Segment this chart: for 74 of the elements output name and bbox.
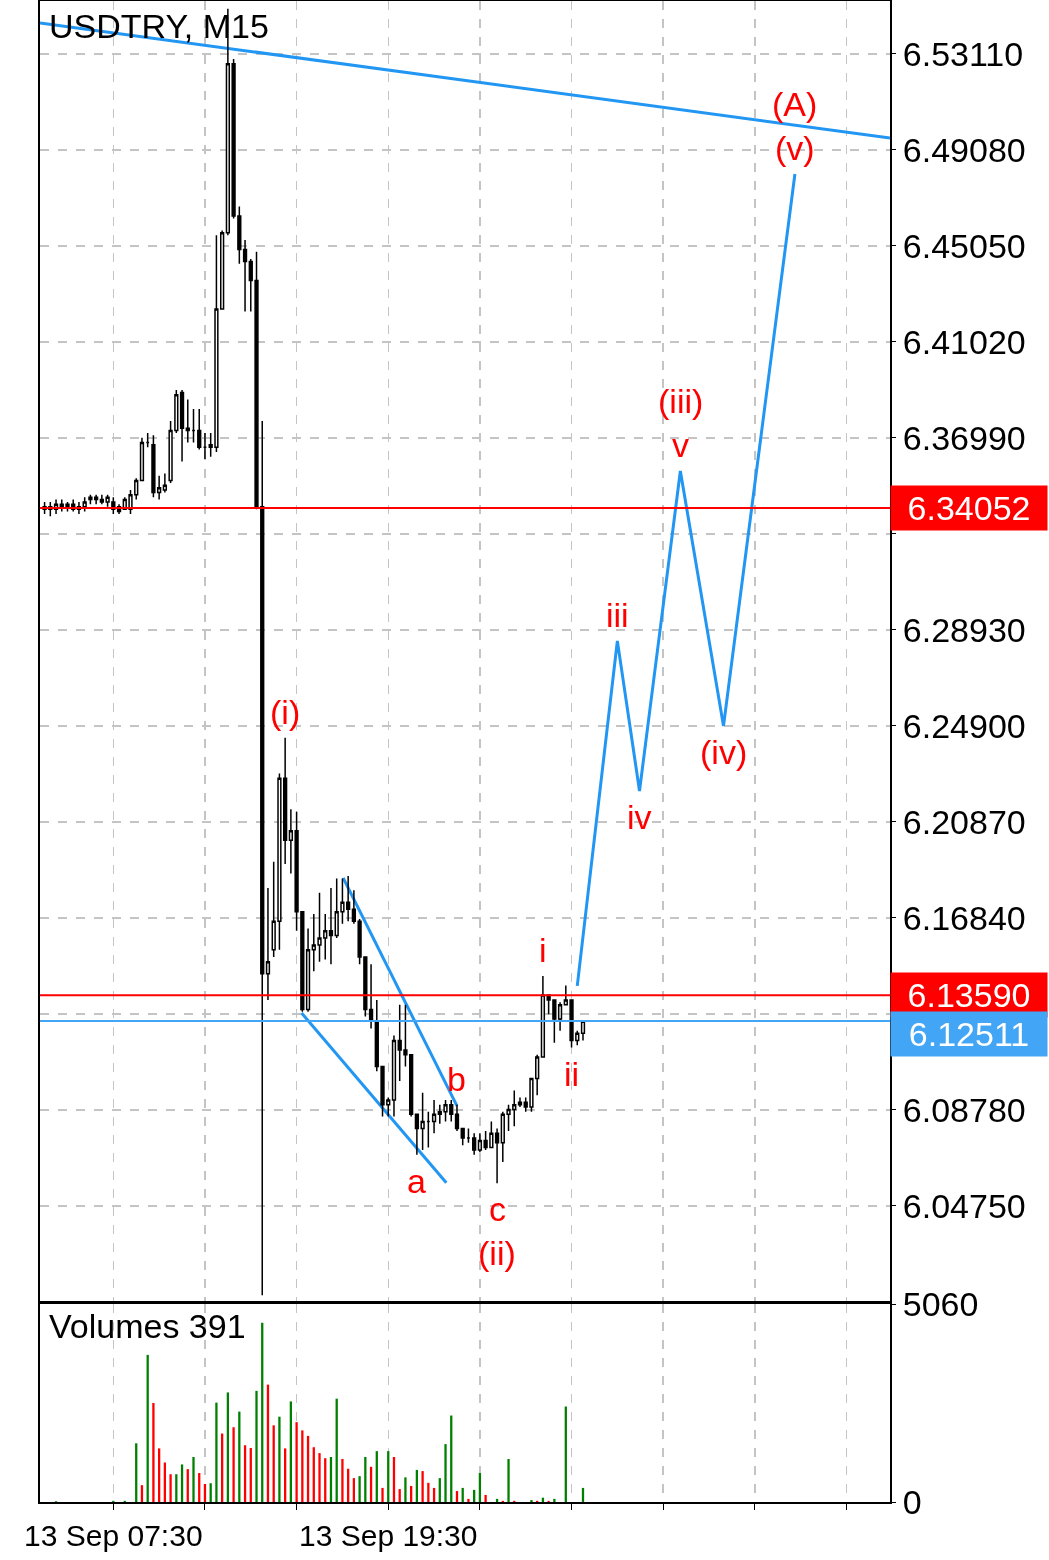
y-tick-label: 6.24900 [902, 706, 1026, 745]
bar [421, 1471, 424, 1502]
candlestick [426, 1111, 431, 1149]
y-tick-label: 6.08780 [902, 1090, 1026, 1129]
ref-line-label: 6.12511 [908, 1015, 1030, 1053]
y-tick-label: 6.49080 [902, 130, 1026, 169]
annotation: (v) [775, 129, 815, 167]
bar [507, 1458, 510, 1502]
bar [278, 1416, 281, 1502]
candlestick [179, 389, 185, 463]
annotation: (ii) [478, 1234, 516, 1272]
bar [341, 1458, 344, 1502]
bar [484, 1494, 487, 1502]
y-tick-label: 6.41020 [902, 322, 1026, 361]
annotation: (A) [772, 85, 818, 123]
candlestick [305, 927, 311, 1013]
bar [152, 1403, 155, 1502]
y-tick-label: 6.04750 [902, 1186, 1026, 1225]
candlestick [368, 963, 374, 1030]
bar [169, 1474, 172, 1502]
annotation: (i) [270, 693, 301, 731]
annotation: v [672, 426, 689, 464]
bar [192, 1457, 195, 1502]
bar [553, 1498, 556, 1502]
bar [358, 1476, 361, 1502]
annotation: iii [606, 596, 629, 634]
annotation: (iii) [658, 382, 704, 420]
y-tick-label: 6.20870 [902, 802, 1026, 841]
candlestick [472, 1132, 477, 1156]
annotation: b [447, 1060, 466, 1098]
candlestick [191, 408, 196, 444]
bar [467, 1498, 470, 1502]
y-tick-label: 6.53110 [902, 34, 1024, 73]
candlestick [580, 1020, 586, 1042]
x-tick-label: 13 Sep 19:30 [299, 1519, 478, 1552]
candlestick [162, 472, 168, 494]
candlestick [202, 432, 208, 460]
candlestick [431, 1099, 437, 1135]
candlestick [145, 432, 150, 448]
y-tick-label: 5060 [902, 1284, 979, 1323]
annotation: iv [627, 798, 652, 836]
candlestick [328, 887, 334, 965]
candlestick [466, 1127, 471, 1144]
y-tick-label: 6.36990 [902, 418, 1026, 457]
candlestick [391, 1034, 397, 1118]
bar [255, 1390, 258, 1502]
bar [232, 1427, 235, 1502]
chart-title: Volumes 391 [49, 1307, 246, 1345]
bar [444, 1444, 447, 1502]
candlestick [185, 398, 190, 444]
candlestick [454, 1103, 460, 1132]
candlestick [197, 408, 202, 451]
candlestick [139, 436, 145, 482]
bar [295, 1422, 298, 1502]
candlestick [460, 1127, 465, 1146]
candlestick [82, 496, 87, 513]
ref-line-label: 6.13590 [907, 976, 1031, 1014]
bar [318, 1453, 321, 1502]
annotation: ii [564, 1055, 580, 1093]
y-tick-label: 0 [902, 1482, 922, 1521]
bar [381, 1487, 384, 1502]
bar [215, 1402, 218, 1502]
annotation: c [489, 1190, 506, 1228]
bar [404, 1477, 407, 1502]
candlestick [265, 887, 271, 1001]
annotation: i [539, 931, 547, 969]
annotation: (iv) [700, 733, 748, 771]
annotation: a [407, 1162, 426, 1200]
y-tick-label: 6.28930 [902, 610, 1026, 649]
ref-line-label: 6.34052 [907, 489, 1031, 527]
y-tick-label: 6.45050 [902, 226, 1026, 265]
y-tick-label: 6.16840 [902, 898, 1026, 937]
x-tick-label: 13 Sep 07:30 [24, 1519, 203, 1552]
candlestick [242, 239, 248, 313]
